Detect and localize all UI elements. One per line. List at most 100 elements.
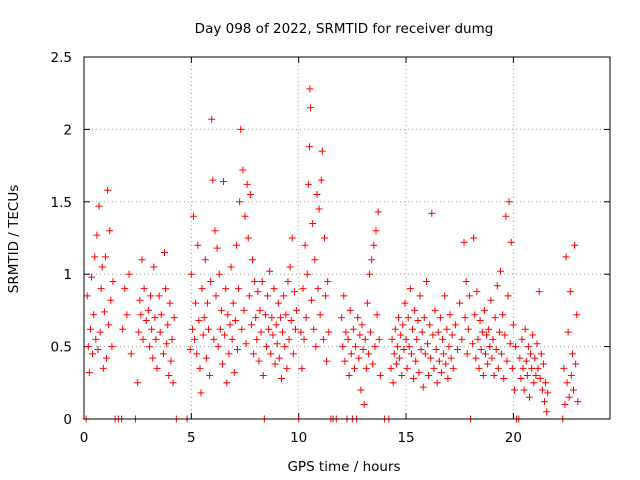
data-point xyxy=(523,372,531,380)
data-point xyxy=(444,374,452,382)
x-tick-labels: 0 5 10 15 20 xyxy=(80,430,522,446)
data-point xyxy=(228,335,236,343)
data-point xyxy=(93,231,101,239)
data-point xyxy=(149,354,157,362)
data-point xyxy=(299,285,307,293)
data-point xyxy=(232,241,240,249)
data-point xyxy=(420,314,428,322)
data-point xyxy=(306,85,314,93)
data-point xyxy=(507,238,515,246)
data-point xyxy=(426,321,434,329)
plot-frame xyxy=(83,56,611,420)
data-point xyxy=(389,379,397,387)
data-point xyxy=(165,372,173,380)
data-point xyxy=(222,285,230,293)
data-point xyxy=(372,227,380,235)
data-point xyxy=(250,350,258,358)
data-point xyxy=(480,306,488,314)
data-point xyxy=(127,350,135,358)
data-point xyxy=(439,335,447,343)
data-point xyxy=(163,340,171,348)
data-point xyxy=(528,364,536,372)
data-point xyxy=(357,386,365,394)
data-point xyxy=(341,357,349,365)
data-point xyxy=(500,374,508,382)
data-point xyxy=(90,311,98,319)
data-point xyxy=(134,379,142,387)
data-point xyxy=(564,328,572,336)
y-tick-label: 0.5 xyxy=(51,340,72,356)
data-point xyxy=(446,311,454,319)
x-tick-label: 15 xyxy=(397,430,414,446)
data-point xyxy=(369,360,377,368)
data-point xyxy=(489,335,497,343)
data-point xyxy=(363,299,371,307)
data-point xyxy=(281,343,289,351)
data-point xyxy=(516,354,524,362)
data-point xyxy=(155,292,163,300)
data-point xyxy=(434,328,442,336)
data-point xyxy=(193,350,201,358)
data-point xyxy=(574,398,582,406)
data-point xyxy=(314,285,322,293)
data-point xyxy=(483,331,491,339)
y-tick-label: 0 xyxy=(63,412,72,428)
data-point xyxy=(495,328,503,336)
data-point xyxy=(144,306,152,314)
data-point xyxy=(356,331,364,339)
data-point xyxy=(445,343,453,351)
data-point xyxy=(398,372,406,380)
data-point xyxy=(346,306,354,314)
data-point xyxy=(255,357,263,365)
data-point xyxy=(249,256,257,264)
data-point xyxy=(108,343,116,351)
data-point xyxy=(473,288,481,296)
data-point xyxy=(478,328,486,336)
data-point xyxy=(475,364,483,372)
data-point xyxy=(224,311,232,319)
data-point xyxy=(325,328,333,336)
data-point xyxy=(105,321,113,329)
data-point xyxy=(461,314,469,322)
data-point xyxy=(419,383,427,391)
data-point xyxy=(186,345,194,353)
data-point xyxy=(441,292,449,300)
data-point xyxy=(99,364,107,372)
data-point xyxy=(562,253,570,261)
data-point xyxy=(340,292,348,300)
data-point xyxy=(361,335,369,343)
data-point xyxy=(285,335,293,343)
data-point xyxy=(142,317,150,325)
data-point xyxy=(168,335,176,343)
data-point xyxy=(347,350,355,358)
data-point xyxy=(375,335,383,343)
data-point xyxy=(401,299,409,307)
data-point xyxy=(252,314,260,322)
data-point xyxy=(435,357,443,365)
data-point xyxy=(206,372,214,380)
data-point xyxy=(192,299,200,307)
data-point xyxy=(364,350,372,358)
data-point xyxy=(518,335,526,343)
data-point xyxy=(443,325,451,333)
data-point xyxy=(368,256,376,264)
data-point xyxy=(567,372,575,380)
data-point xyxy=(268,314,276,322)
data-point xyxy=(430,364,438,372)
data-point xyxy=(568,350,576,358)
data-point xyxy=(565,393,573,401)
data-point xyxy=(533,340,541,348)
y-tick-labels: 0 0.5 1 1.5 2 2.5 xyxy=(51,50,72,428)
data-point xyxy=(273,340,281,348)
data-point xyxy=(572,360,580,368)
data-point xyxy=(237,125,245,133)
data-point xyxy=(505,198,513,206)
data-point xyxy=(123,311,131,319)
data-point xyxy=(502,212,510,220)
data-point xyxy=(427,354,435,362)
data-point xyxy=(521,325,529,333)
data-point xyxy=(493,282,501,290)
y-tick-label: 1.5 xyxy=(51,195,72,211)
data-point xyxy=(494,364,502,372)
data-point xyxy=(497,267,505,275)
